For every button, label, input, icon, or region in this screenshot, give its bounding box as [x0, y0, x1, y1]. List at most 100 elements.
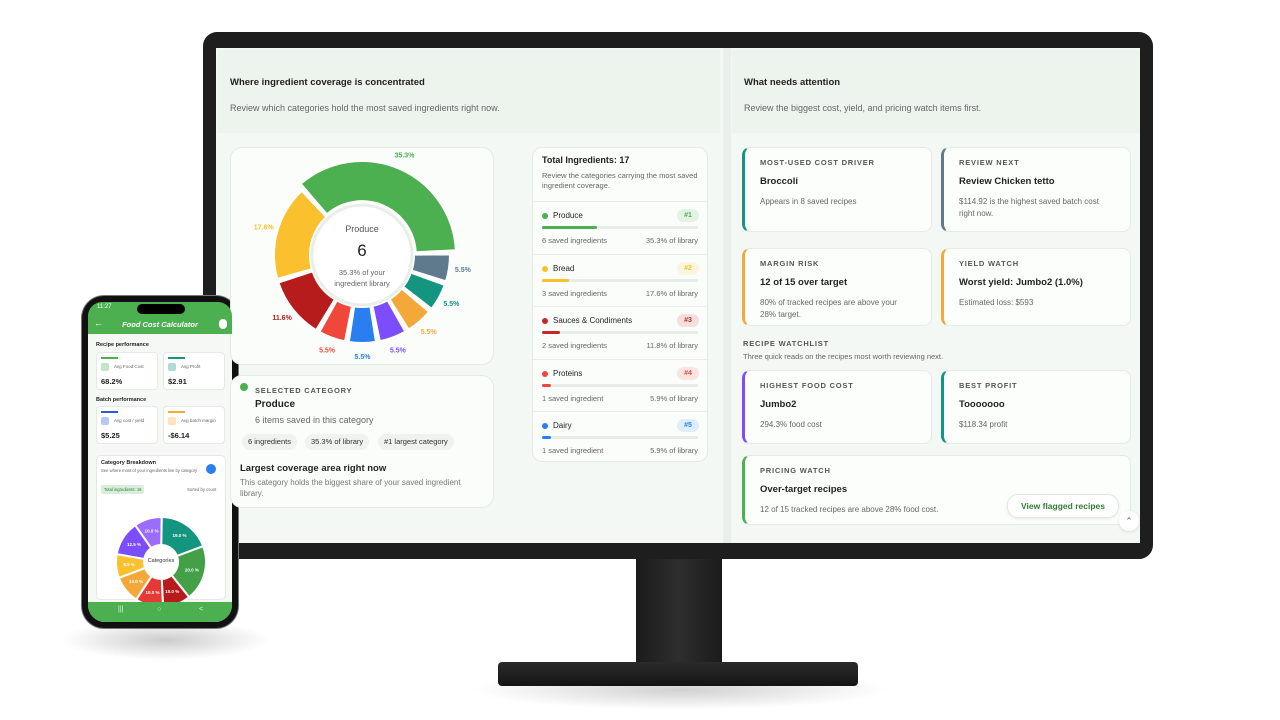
breakdown-subtitle: See where most of your ingredients live … — [101, 468, 198, 473]
row-name: Dairy — [553, 421, 572, 430]
app-header — [88, 316, 232, 334]
watch-card — [742, 370, 932, 444]
nav-icon: ||| — [118, 606, 124, 613]
selected-text: This category holds the biggest share of… — [240, 478, 461, 498]
row-track — [542, 331, 698, 334]
card-title: Jumbo2 — [760, 399, 797, 410]
monitor-neck — [636, 556, 722, 668]
card-kicker: BEST PROFIT — [959, 381, 1018, 390]
donut-segment — [299, 160, 457, 254]
row-dot — [542, 318, 548, 324]
donut-segment — [371, 298, 407, 343]
phone-notch — [137, 304, 185, 314]
scroll-top-button[interactable]: ⌃ — [1119, 511, 1139, 531]
app-title: Food Cost Calculator — [122, 320, 198, 329]
watchlist-title: RECIPE WATCHLIST — [743, 339, 829, 348]
row-bar — [542, 383, 552, 387]
metric-icon — [101, 363, 109, 371]
panel-header — [732, 50, 1140, 133]
donut-segment — [347, 305, 378, 344]
list-subtitle: Review the categories carrying the most … — [542, 171, 698, 190]
card-text: Estimated loss: $593 — [959, 298, 1034, 307]
segment-label: 5.5% — [319, 348, 336, 355]
metric-value: 68.2% — [101, 377, 123, 386]
batch-section: Batch performance — [96, 397, 147, 403]
nav-icon: < — [199, 606, 204, 613]
selected-chip: #1 largest category — [378, 434, 454, 450]
donut-hole — [145, 546, 177, 578]
phone-donut: 12.5 % 10.0 % 19.0 % 20.0 % 10.0 % 10.0 % 10.0… — [115, 515, 207, 608]
row-share: 11.8% of library — [646, 341, 698, 350]
row-rank: #4 — [677, 366, 699, 380]
row-bar — [542, 331, 561, 334]
metric-icon — [168, 417, 176, 425]
row-dot — [542, 423, 548, 429]
watch-card — [941, 370, 1131, 444]
row-share: 5.9% of library — [650, 393, 698, 403]
segment-label: 5.5% — [390, 347, 407, 354]
row-share: 35.3% of library — [645, 236, 698, 245]
status-time: 11:27 — [97, 304, 112, 310]
row-share: 17.6% of library — [645, 288, 698, 298]
donut-segment — [401, 271, 447, 311]
monitor-base — [498, 662, 858, 686]
view-flagged-button[interactable]: View flagged recipes — [1007, 494, 1119, 518]
card-kicker: MARGIN RISK — [760, 259, 820, 268]
segment-label: 10.0 % — [129, 579, 143, 584]
list-title: Total Ingredients: 17 — [542, 155, 630, 165]
metric-icon — [101, 417, 109, 425]
section-title: Where ingredient coverage is concentrate… — [230, 77, 425, 88]
row-name: Sauces & Condiments — [553, 316, 633, 325]
card-text: Appears in 8 saved recipes — [760, 197, 857, 206]
selected-kicker: SELECTED CATEGORY — [255, 386, 353, 395]
row-bar — [542, 278, 570, 282]
segment-label: 10.0 % — [145, 529, 159, 534]
segment-label: 19.0 % — [172, 533, 186, 538]
metric-card — [96, 352, 158, 390]
donut-segment — [277, 270, 337, 332]
nav-icon: ○ — [157, 606, 162, 613]
donut-chart: 35.3% 5.5% 5.5% 5.5% 5.5% 5.5% 5.5% 11.6% 17.6% — [254, 153, 472, 361]
row-rank: #5 — [677, 419, 699, 432]
selected-chip: 6 ingredients — [242, 434, 297, 450]
breakdown-title: Category Breakdown — [101, 460, 157, 466]
card-text: $118.34 profit — [959, 420, 1008, 429]
row-name: Proteins — [553, 368, 583, 378]
segment-label: 5.5% — [421, 329, 438, 336]
header-icon — [219, 319, 227, 329]
row-divider — [533, 411, 707, 412]
panel-header — [218, 50, 720, 133]
selected-detail: 6 items saved in this category — [255, 415, 374, 425]
row-count: 1 saved ingredient — [542, 446, 604, 455]
card-kicker: HIGHEST FOOD COST — [760, 381, 854, 390]
section-subtitle: Review the biggest cost, yield, and pric… — [744, 103, 982, 113]
card-kicker: REVIEW NEXT — [959, 158, 1020, 167]
breakdown-icon — [206, 464, 216, 474]
row-divider — [533, 358, 707, 360]
insight-card — [742, 147, 932, 232]
donut-center-label: Produce — [345, 224, 379, 234]
watchlist-subtitle: Three quick reads on the recipes most wo… — [743, 352, 944, 361]
card-kicker: YIELD WATCH — [959, 259, 1019, 268]
donut-segment — [410, 253, 451, 283]
panel-divider — [723, 48, 731, 543]
segment-label: 5.5% — [355, 354, 372, 361]
metric-value: $5.25 — [101, 431, 120, 440]
nav-bar — [88, 602, 232, 622]
card-text: 80% of tracked recipes are above your 28… — [760, 298, 897, 319]
insight-card — [742, 248, 932, 326]
section-title: What needs attention — [744, 77, 841, 88]
row-dot — [542, 370, 548, 377]
metric-value: -$6.14 — [168, 431, 190, 440]
metric-label: Avg Food Cost — [114, 364, 144, 369]
row-name: Bread — [553, 263, 575, 273]
selected-heading: Largest coverage area right now — [240, 463, 387, 474]
metric-accent — [101, 411, 118, 413]
row-track — [542, 383, 698, 387]
row-count: 3 saved ingredients — [542, 288, 608, 298]
segment-label: 10.0 % — [165, 589, 179, 594]
card-title: 12 of 15 over target — [760, 277, 848, 288]
breakdown-center: Categories — [147, 558, 175, 564]
metric-label: Avg Profit — [181, 364, 201, 369]
card-kicker: MOST-USED COST DRIVER — [760, 158, 875, 167]
